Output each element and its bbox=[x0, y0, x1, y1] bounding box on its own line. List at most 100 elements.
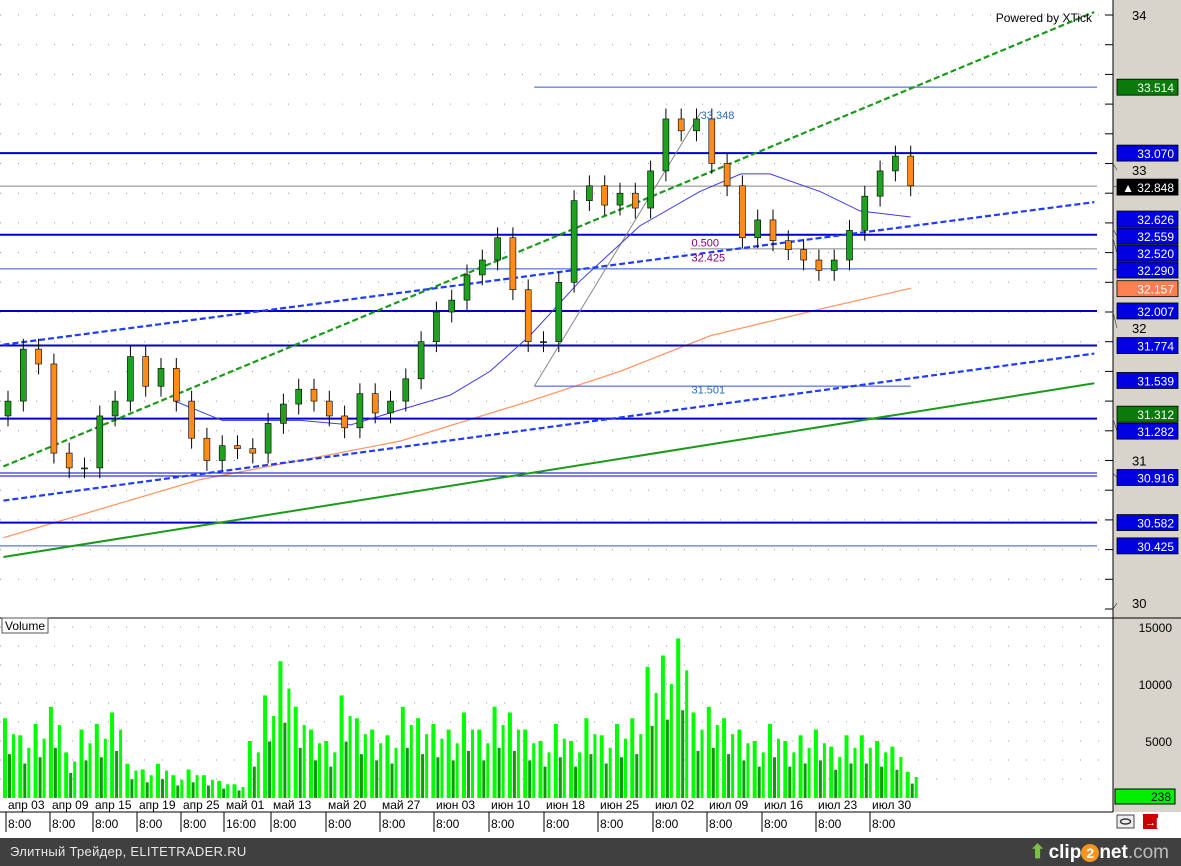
candle-body bbox=[50, 363, 58, 454]
label-text: 32.157 bbox=[1137, 283, 1174, 297]
volume-bar bbox=[425, 734, 429, 798]
volume-bar bbox=[783, 741, 788, 798]
date-label: апр 03 bbox=[8, 798, 45, 812]
volume-bar bbox=[287, 688, 291, 798]
candle bbox=[494, 227, 501, 271]
volume-tick-label: 10000 bbox=[1139, 678, 1173, 692]
volume-bar bbox=[792, 752, 796, 798]
volume-bar bbox=[844, 735, 849, 798]
volume-bar bbox=[405, 747, 409, 798]
scroll-to-end-button[interactable]: →| bbox=[1143, 814, 1159, 829]
volume-bar bbox=[578, 752, 582, 798]
volume-bar bbox=[18, 735, 23, 798]
candle bbox=[739, 175, 746, 249]
footer-bar: Элитный Трейдер, ELITETRADER.RU ⬆ clip 2 ne… bbox=[0, 838, 1181, 866]
candle-body bbox=[142, 356, 149, 387]
candle-body bbox=[234, 445, 241, 449]
label-text: 31.539 bbox=[1137, 374, 1174, 388]
chart-annotation: 33.348 bbox=[701, 110, 735, 122]
candle-body bbox=[4, 400, 12, 417]
candle bbox=[876, 160, 884, 207]
volume-bar bbox=[436, 757, 440, 798]
candle bbox=[264, 412, 272, 464]
volume-bar bbox=[210, 779, 214, 798]
candle bbox=[81, 457, 88, 479]
label-box bbox=[1114, 788, 1176, 805]
candle bbox=[586, 175, 593, 212]
volume-bar bbox=[165, 770, 168, 798]
volume-bar bbox=[416, 718, 421, 798]
volume-bar bbox=[834, 769, 838, 798]
candle-body bbox=[19, 348, 27, 402]
volume-bar bbox=[859, 735, 864, 798]
link-chart-button[interactable] bbox=[1116, 814, 1135, 829]
volume-bar bbox=[593, 734, 597, 798]
candle-body bbox=[830, 259, 838, 271]
price-tick-label: 31 bbox=[1132, 454, 1146, 469]
volume-bar bbox=[12, 734, 15, 798]
date-label: апр 15 bbox=[95, 798, 132, 812]
volume-bar bbox=[53, 747, 57, 798]
volume-bar bbox=[665, 719, 669, 798]
candle-body bbox=[188, 400, 195, 439]
volume-bar bbox=[507, 712, 512, 798]
label-text: 31.282 bbox=[1137, 425, 1174, 439]
grid bbox=[0, 14, 1113, 780]
volume-bar bbox=[206, 785, 210, 798]
candle bbox=[723, 153, 731, 197]
candle bbox=[708, 108, 716, 174]
volume-bar bbox=[140, 769, 145, 798]
volume-bar bbox=[895, 769, 899, 798]
time-label: 8:00 bbox=[183, 817, 207, 831]
volume-bar bbox=[849, 763, 853, 798]
volume-bar bbox=[910, 783, 914, 798]
volume-bar bbox=[777, 738, 780, 798]
volume-bar bbox=[171, 775, 176, 798]
candle-body bbox=[35, 348, 42, 365]
label-text: 32.007 bbox=[1137, 305, 1174, 319]
volume-bar bbox=[516, 729, 520, 798]
volume-bar bbox=[620, 757, 623, 798]
volume-bar bbox=[176, 785, 180, 798]
volume-bar bbox=[278, 661, 283, 798]
candle-body bbox=[616, 192, 624, 206]
candle-body bbox=[341, 415, 348, 429]
volume-bar bbox=[807, 747, 811, 798]
volume-bar bbox=[645, 666, 650, 798]
price-axis-label: 30.582 bbox=[1116, 514, 1179, 531]
candle bbox=[570, 190, 578, 293]
volume-title-box: Volume bbox=[1, 617, 49, 634]
volume-bar bbox=[333, 752, 337, 798]
volume-tick-label: 15000 bbox=[1139, 621, 1173, 635]
volume-bar bbox=[455, 743, 459, 798]
price-tick-label: 32 bbox=[1132, 321, 1146, 336]
volume-bar bbox=[635, 754, 639, 798]
candle-body bbox=[815, 259, 823, 271]
label-leader bbox=[1112, 268, 1118, 271]
volume-bar bbox=[186, 769, 191, 798]
volume-bar bbox=[64, 752, 69, 798]
volume-bar bbox=[706, 706, 711, 798]
volume-bar bbox=[354, 718, 359, 798]
candle-body bbox=[677, 118, 685, 132]
date-label: апр 19 bbox=[139, 798, 176, 812]
label-box bbox=[1116, 280, 1179, 298]
volume-bar bbox=[497, 747, 501, 798]
volume-bar bbox=[608, 747, 612, 798]
candle bbox=[341, 405, 348, 439]
label-leader bbox=[1112, 602, 1118, 610]
candle-body bbox=[310, 388, 318, 402]
volume-bar bbox=[700, 729, 704, 798]
volume-bar bbox=[798, 735, 803, 798]
logo-part: clip bbox=[1048, 842, 1082, 863]
volume-bar bbox=[191, 782, 195, 798]
price-chart[interactable]: 33.348 0.500 32.425 31.501 34 33.514 33.070 33 ▲… bbox=[0, 0, 1181, 838]
price-axis-label: 32.157 bbox=[1116, 280, 1179, 298]
price-axis-label: 31.282 bbox=[1116, 422, 1179, 440]
volume-bar bbox=[574, 766, 578, 798]
label-leader bbox=[1112, 163, 1118, 171]
volume-bar bbox=[731, 734, 735, 798]
volume-bar bbox=[822, 743, 826, 798]
candle-body bbox=[586, 185, 593, 201]
date-label: май 27 bbox=[382, 798, 421, 812]
